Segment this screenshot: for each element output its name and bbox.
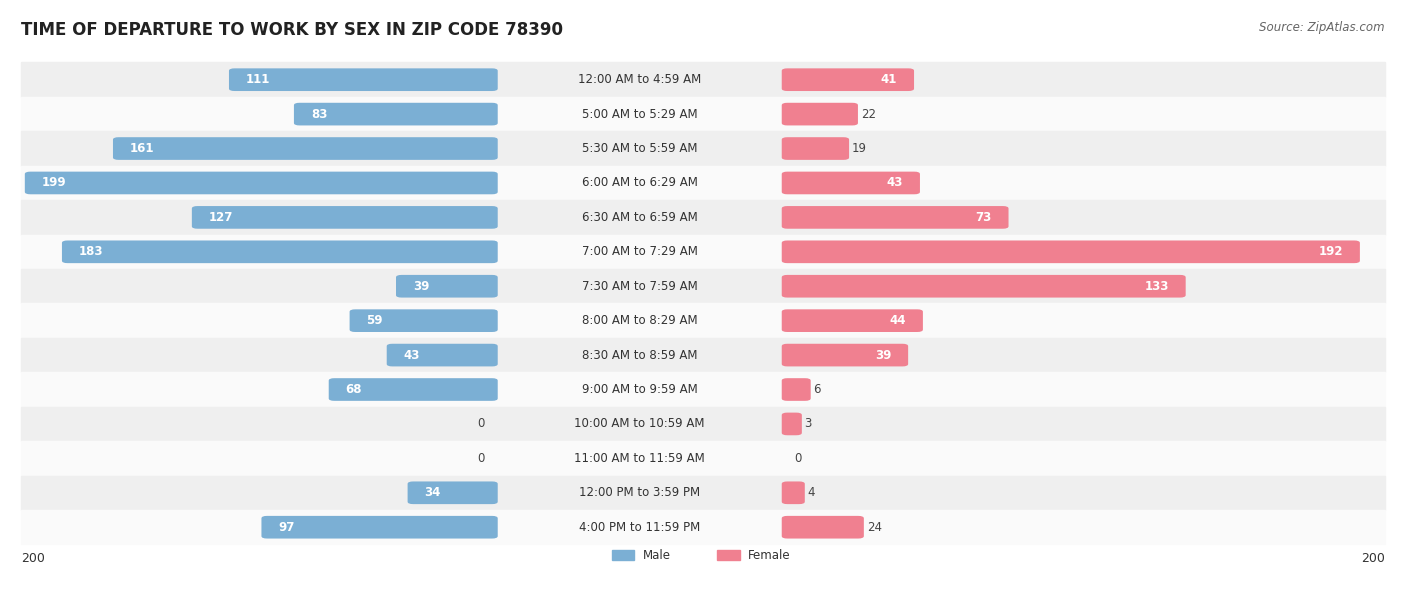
Text: 127: 127 xyxy=(208,211,233,224)
Bar xyxy=(21,372,1385,407)
Bar xyxy=(21,234,1385,269)
Text: 5:00 AM to 5:29 AM: 5:00 AM to 5:29 AM xyxy=(582,108,697,121)
Bar xyxy=(21,475,1385,510)
FancyBboxPatch shape xyxy=(112,137,498,160)
FancyBboxPatch shape xyxy=(62,240,498,263)
Text: 161: 161 xyxy=(129,142,155,155)
Text: Male: Male xyxy=(643,549,671,562)
Text: 133: 133 xyxy=(1144,280,1168,293)
Text: 83: 83 xyxy=(311,108,328,121)
Text: 200: 200 xyxy=(1361,552,1385,565)
Text: 24: 24 xyxy=(866,521,882,534)
Bar xyxy=(21,131,1385,166)
Text: 41: 41 xyxy=(880,73,897,86)
FancyBboxPatch shape xyxy=(782,378,811,401)
Text: 183: 183 xyxy=(79,245,103,258)
FancyBboxPatch shape xyxy=(25,171,498,195)
Text: 4: 4 xyxy=(807,486,815,499)
FancyBboxPatch shape xyxy=(782,171,920,195)
Bar xyxy=(21,510,1385,544)
Text: 22: 22 xyxy=(860,108,876,121)
Text: 97: 97 xyxy=(278,521,295,534)
Text: 73: 73 xyxy=(976,211,991,224)
Bar xyxy=(21,338,1385,372)
Bar xyxy=(21,269,1385,303)
Text: 44: 44 xyxy=(890,314,905,327)
Text: TIME OF DEPARTURE TO WORK BY SEX IN ZIP CODE 78390: TIME OF DEPARTURE TO WORK BY SEX IN ZIP … xyxy=(21,21,562,39)
Text: 192: 192 xyxy=(1319,245,1343,258)
Bar xyxy=(21,303,1385,338)
Text: 43: 43 xyxy=(887,177,903,189)
Text: 6: 6 xyxy=(814,383,821,396)
Bar xyxy=(717,550,740,560)
Text: 5:30 AM to 5:59 AM: 5:30 AM to 5:59 AM xyxy=(582,142,697,155)
Text: 8:00 AM to 8:29 AM: 8:00 AM to 8:29 AM xyxy=(582,314,697,327)
FancyBboxPatch shape xyxy=(229,68,498,91)
Text: 11:00 AM to 11:59 AM: 11:00 AM to 11:59 AM xyxy=(575,452,704,465)
FancyBboxPatch shape xyxy=(262,516,498,538)
Text: 0: 0 xyxy=(478,418,485,430)
FancyBboxPatch shape xyxy=(350,309,498,332)
Bar xyxy=(21,407,1385,441)
FancyBboxPatch shape xyxy=(782,412,801,436)
Text: 43: 43 xyxy=(404,349,420,362)
Text: 111: 111 xyxy=(246,73,270,86)
FancyBboxPatch shape xyxy=(329,378,498,401)
Text: 0: 0 xyxy=(478,452,485,465)
FancyBboxPatch shape xyxy=(294,103,498,126)
Text: 199: 199 xyxy=(42,177,66,189)
Text: 9:00 AM to 9:59 AM: 9:00 AM to 9:59 AM xyxy=(582,383,697,396)
FancyBboxPatch shape xyxy=(396,275,498,298)
FancyBboxPatch shape xyxy=(782,275,1185,298)
Text: 59: 59 xyxy=(367,314,382,327)
Text: 6:00 AM to 6:29 AM: 6:00 AM to 6:29 AM xyxy=(582,177,697,189)
Bar xyxy=(21,441,1385,475)
Text: 8:30 AM to 8:59 AM: 8:30 AM to 8:59 AM xyxy=(582,349,697,362)
FancyBboxPatch shape xyxy=(782,68,914,91)
Text: 200: 200 xyxy=(21,552,45,565)
FancyBboxPatch shape xyxy=(782,344,908,367)
FancyBboxPatch shape xyxy=(782,309,922,332)
Text: 3: 3 xyxy=(804,418,813,430)
FancyBboxPatch shape xyxy=(782,137,849,160)
Text: 39: 39 xyxy=(875,349,891,362)
Text: 7:00 AM to 7:29 AM: 7:00 AM to 7:29 AM xyxy=(582,245,697,258)
Bar xyxy=(21,200,1385,234)
Text: 39: 39 xyxy=(413,280,429,293)
FancyBboxPatch shape xyxy=(387,344,498,367)
FancyBboxPatch shape xyxy=(782,481,804,504)
Text: Source: ZipAtlas.com: Source: ZipAtlas.com xyxy=(1260,21,1385,34)
Text: 68: 68 xyxy=(346,383,363,396)
Bar xyxy=(21,62,1385,97)
FancyBboxPatch shape xyxy=(782,206,1008,228)
FancyBboxPatch shape xyxy=(782,516,863,538)
FancyBboxPatch shape xyxy=(782,240,1360,263)
FancyBboxPatch shape xyxy=(191,206,498,228)
Text: 6:30 AM to 6:59 AM: 6:30 AM to 6:59 AM xyxy=(582,211,697,224)
Text: 10:00 AM to 10:59 AM: 10:00 AM to 10:59 AM xyxy=(575,418,704,430)
Bar xyxy=(21,97,1385,131)
Bar xyxy=(612,550,634,560)
Text: 12:00 AM to 4:59 AM: 12:00 AM to 4:59 AM xyxy=(578,73,702,86)
Text: 34: 34 xyxy=(425,486,441,499)
Text: 7:30 AM to 7:59 AM: 7:30 AM to 7:59 AM xyxy=(582,280,697,293)
Bar xyxy=(21,166,1385,200)
Text: 12:00 PM to 3:59 PM: 12:00 PM to 3:59 PM xyxy=(579,486,700,499)
Text: 0: 0 xyxy=(794,452,801,465)
Text: Female: Female xyxy=(748,549,790,562)
Text: 19: 19 xyxy=(852,142,868,155)
FancyBboxPatch shape xyxy=(782,103,858,126)
Text: 4:00 PM to 11:59 PM: 4:00 PM to 11:59 PM xyxy=(579,521,700,534)
FancyBboxPatch shape xyxy=(408,481,498,504)
